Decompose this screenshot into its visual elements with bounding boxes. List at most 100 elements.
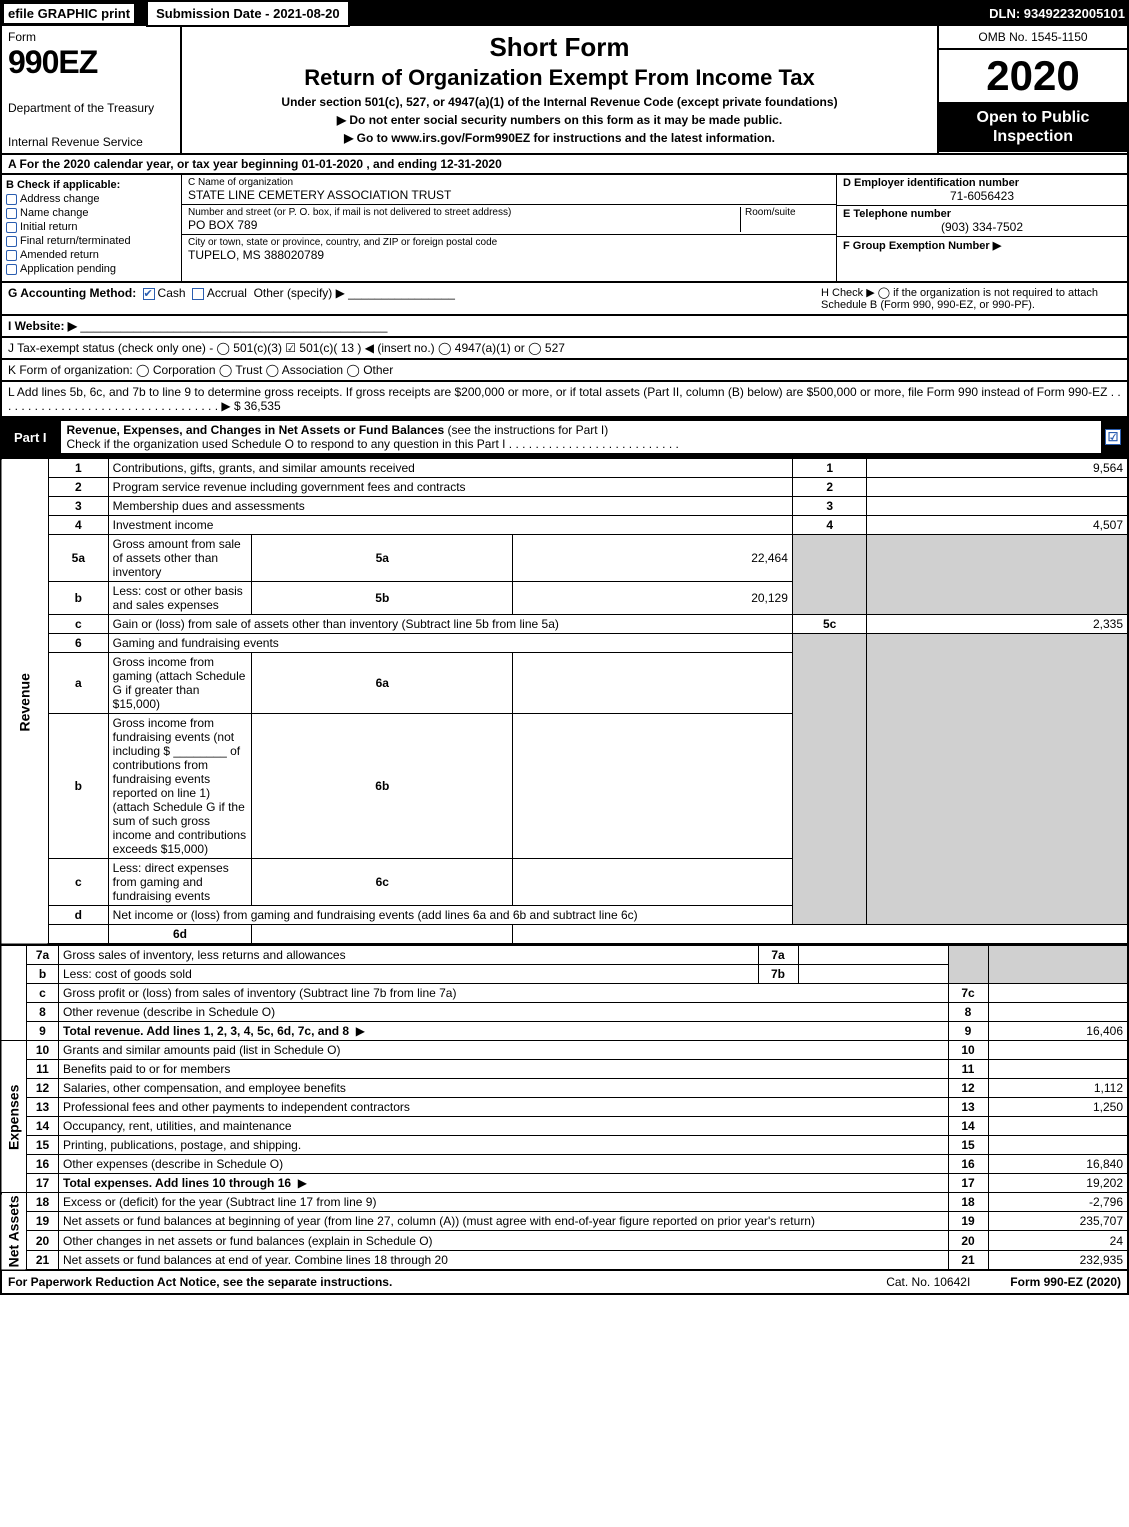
mini-ln-6c: 6c (252, 859, 513, 906)
amt-17: 19,202 (988, 1174, 1128, 1193)
form-id: Form 990-EZ (2020) (1010, 1275, 1121, 1289)
desc-12: Salaries, other compensation, and employ… (59, 1079, 949, 1098)
ln-10: 10 (27, 1041, 59, 1060)
amt-19: 235,707 (988, 1212, 1128, 1231)
header-left: Form 990EZ Department of the Treasury In… (2, 26, 182, 153)
desc-21: Net assets or fund balances at end of ye… (59, 1250, 949, 1270)
ln-15: 15 (27, 1136, 59, 1155)
amt-18: -2,796 (988, 1193, 1128, 1212)
mini-ln-5a: 5a (252, 535, 513, 582)
mini-ln-6a: 6a (252, 653, 513, 714)
chk-accrual[interactable] (192, 288, 204, 300)
ln-13: 13 (27, 1098, 59, 1117)
ln-7a: 7a (27, 946, 59, 965)
rn-13: 13 (948, 1098, 988, 1117)
g-accounting-method: G Accounting Method: Cash Accrual Other … (8, 286, 455, 311)
amt-2 (867, 478, 1128, 497)
ln-2: 2 (49, 478, 109, 497)
mini-amt-6c (513, 859, 793, 906)
desc-9: Total revenue. Add lines 1, 2, 3, 4, 5c,… (59, 1022, 949, 1041)
rn-7c: 7c (948, 984, 988, 1003)
chk-address-change[interactable]: Address change (6, 193, 177, 205)
part-1-checkbox[interactable]: ☑ (1105, 429, 1121, 445)
return-title: Return of Organization Exempt From Incom… (190, 65, 929, 91)
efile-print-label[interactable]: efile GRAPHIC print (4, 4, 134, 23)
header-right: OMB No. 1545-1150 2020 Open to Public In… (937, 26, 1127, 153)
amt-16: 16,840 (988, 1155, 1128, 1174)
mini-amt-7a (798, 946, 948, 965)
mini-amt-6b (513, 714, 793, 859)
desc-7a: Gross sales of inventory, less returns a… (59, 946, 759, 965)
ln-20: 20 (27, 1231, 59, 1250)
rn-17: 17 (948, 1174, 988, 1193)
omb-number: OMB No. 1545-1150 (939, 26, 1127, 50)
amt-1: 9,564 (867, 459, 1128, 478)
amt-15 (988, 1136, 1128, 1155)
rn-19: 19 (948, 1212, 988, 1231)
rn-14: 14 (948, 1117, 988, 1136)
c-name-label: C Name of organization (188, 177, 830, 188)
shade-7-amt (988, 946, 1128, 984)
rn-5c: 5c (792, 615, 867, 634)
ln-4: 4 (49, 516, 109, 535)
amt-13: 1,250 (988, 1098, 1128, 1117)
phone: (903) 334-7502 (843, 220, 1121, 234)
short-form-title: Short Form (190, 32, 929, 63)
rn-1: 1 (792, 459, 867, 478)
b-header: B Check if applicable: (6, 179, 177, 191)
rn-12: 12 (948, 1079, 988, 1098)
chk-final-return[interactable]: Final return/terminated (6, 235, 177, 247)
chk-cash[interactable] (143, 288, 155, 300)
ssn-warning: ▶ Do not enter social security numbers o… (190, 113, 929, 127)
rn-20: 20 (948, 1231, 988, 1250)
rn-9: 9 (948, 1022, 988, 1041)
chk-application-pending[interactable]: Application pending (6, 263, 177, 275)
desc-4: Investment income (108, 516, 792, 535)
desc-6c: Less: direct expenses from gaming and fu… (108, 859, 252, 906)
desc-1: Contributions, gifts, grants, and simila… (108, 459, 792, 478)
section-c-org-info: C Name of organization STATE LINE CEMETE… (182, 175, 837, 281)
chk-amended[interactable]: Amended return (6, 249, 177, 261)
part-1-table: Revenue 1 Contributions, gifts, grants, … (0, 458, 1129, 945)
ln-19: 19 (27, 1212, 59, 1231)
desc-19: Net assets or fund balances at beginning… (59, 1212, 949, 1231)
header-middle: Short Form Return of Organization Exempt… (182, 26, 937, 153)
desc-6b: Gross income from fundraising events (no… (108, 714, 252, 859)
mini-ln-7a: 7a (758, 946, 798, 965)
desc-17: Total expenses. Add lines 10 through 16 … (59, 1174, 949, 1193)
ln-6c: c (49, 859, 109, 906)
desc-6a: Gross income from gaming (attach Schedul… (108, 653, 252, 714)
amt-6d (252, 925, 513, 945)
shade-5-amt (867, 535, 1128, 615)
goto-link[interactable]: ▶ Go to www.irs.gov/Form990EZ for instru… (190, 131, 929, 145)
ln-1: 1 (49, 459, 109, 478)
h-schedule-b: H Check ▶ ◯ if the organization is not r… (821, 286, 1121, 311)
org-name: STATE LINE CEMETERY ASSOCIATION TRUST (188, 188, 830, 202)
row-i-website: I Website: ▶ ___________________________… (0, 316, 1129, 338)
room-suite-label: Room/suite (745, 207, 830, 218)
ln-18: 18 (27, 1193, 59, 1212)
amt-4: 4,507 (867, 516, 1128, 535)
open-to-public: Open to Public Inspection (939, 102, 1127, 152)
mini-ln-7b: 7b (758, 965, 798, 984)
amt-21: 232,935 (988, 1250, 1128, 1270)
chk-name-change[interactable]: Name change (6, 207, 177, 219)
ln-6: 6 (49, 634, 109, 653)
rn-6d: 6d (108, 925, 252, 945)
revenue-side-label-2 (1, 946, 27, 1041)
chk-initial-return[interactable]: Initial return (6, 221, 177, 233)
section-d-e-f: D Employer identification number 71-6056… (837, 175, 1127, 281)
ln-6b: b (49, 714, 109, 859)
submission-date: Submission Date - 2021-08-20 (146, 0, 350, 27)
row-k-form-of-org: K Form of organization: ◯ Corporation ◯ … (0, 360, 1129, 382)
ln-7c: c (27, 984, 59, 1003)
ln-7b: b (27, 965, 59, 984)
subtitle: Under section 501(c), 527, or 4947(a)(1)… (190, 95, 929, 109)
amt-20: 24 (988, 1231, 1128, 1250)
c-addr-label: Number and street (or P. O. box, if mail… (188, 207, 740, 218)
amt-10 (988, 1041, 1128, 1060)
top-bar: efile GRAPHIC print Submission Date - 20… (0, 0, 1129, 26)
dln: DLN: 93492232005101 (989, 6, 1125, 21)
desc-11: Benefits paid to or for members (59, 1060, 949, 1079)
row-l-gross-receipts: L Add lines 5b, 6c, and 7b to line 9 to … (0, 382, 1129, 418)
